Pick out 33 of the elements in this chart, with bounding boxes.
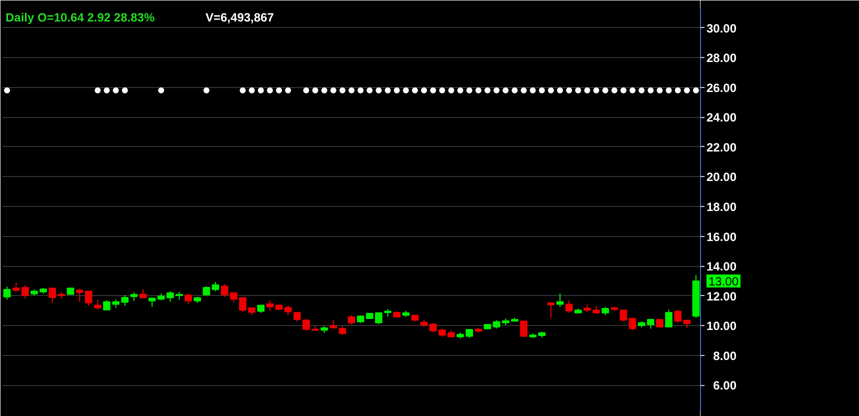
y-tick-label: 22.00 (706, 140, 737, 154)
y-tick-label: 12.00 (706, 289, 737, 304)
y-tick-label: 14.00 (706, 260, 737, 274)
candlestick (184, 292, 192, 305)
candlestick (76, 288, 84, 302)
candlestick (293, 312, 301, 322)
y-tick-label: 16.00 (706, 230, 737, 244)
candlestick (348, 314, 356, 325)
candlestick (266, 300, 274, 312)
chart-subtitle: V=6,493,867 (206, 10, 274, 24)
y-tick-label: 30.00 (706, 21, 737, 36)
y-tick-label: 28.00 (706, 51, 737, 66)
candlestick (284, 304, 292, 316)
candlestick (94, 300, 102, 310)
candlestick (547, 302, 555, 318)
y-tick-label: 26.00 (706, 80, 737, 95)
y-tick-label: 24.00 (706, 110, 737, 125)
chart-title: Daily O=10.64 2.92 28.83% (6, 10, 155, 24)
y-tick-label: 6.00 (713, 378, 737, 393)
y-tick-label: 18.00 (706, 200, 737, 214)
candlestick (565, 300, 573, 314)
candlestick (3, 286, 11, 300)
y-tick-label: 20.00 (706, 170, 737, 184)
candlestick (84, 290, 92, 306)
candlestick (620, 310, 628, 322)
text: 13.00 (708, 274, 739, 288)
y-tick-label: 10.00 (706, 319, 737, 334)
candlestick (665, 309, 672, 328)
candlestick (520, 320, 528, 338)
y-tick-label: 8.00 (713, 348, 737, 363)
candlestick (628, 318, 636, 331)
candlestick (212, 281, 220, 292)
candlestick (338, 326, 346, 336)
